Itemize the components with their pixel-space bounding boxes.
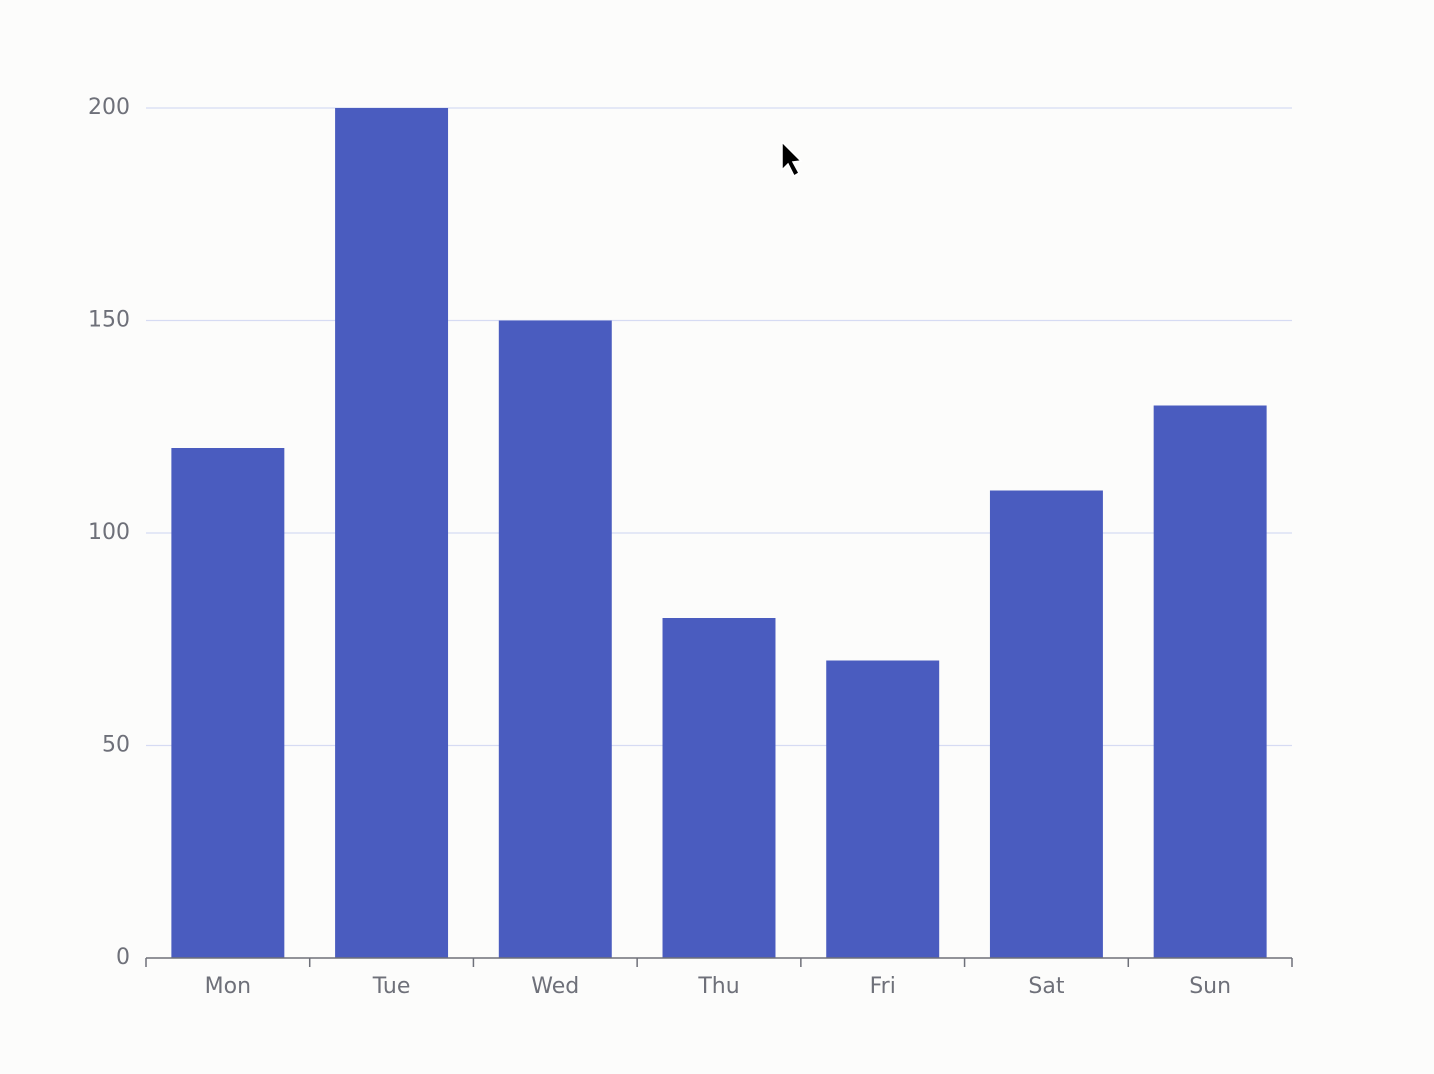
bar: [498, 320, 612, 958]
x-tick-label: Fri: [870, 974, 896, 999]
x-tick-label: Wed: [531, 974, 579, 999]
x-tick-label: Thu: [697, 974, 739, 999]
bar: [826, 660, 940, 958]
bar: [1153, 405, 1267, 958]
plot: 0 50 100 150 200 Mon Tue Wed Thu Fri Sat Sun: [88, 95, 1293, 999]
x-tick-label: Sun: [1189, 974, 1231, 999]
bar: [662, 618, 776, 958]
y-tick-label: 0: [116, 945, 130, 970]
y-tick-label: 50: [102, 733, 130, 758]
y-tick-label: 200: [88, 95, 130, 120]
y-tick-label: 100: [88, 520, 130, 545]
x-tick-label: Sat: [1028, 974, 1064, 999]
mouse-cursor: [781, 140, 803, 178]
x-tick-label: Mon: [205, 974, 251, 999]
x-tick-label: Tue: [372, 974, 411, 999]
bar: [335, 108, 449, 958]
bar: [171, 448, 285, 958]
bar: [989, 490, 1103, 958]
y-tick-label: 150: [88, 308, 130, 333]
